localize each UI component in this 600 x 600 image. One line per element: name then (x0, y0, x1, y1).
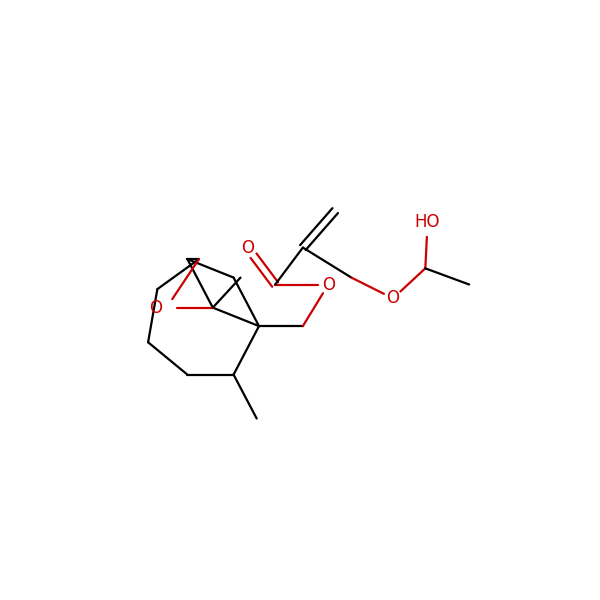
Text: O: O (322, 275, 335, 293)
Text: HO: HO (415, 213, 440, 231)
Text: O: O (149, 299, 162, 317)
Text: O: O (386, 289, 400, 307)
Text: O: O (241, 239, 254, 257)
